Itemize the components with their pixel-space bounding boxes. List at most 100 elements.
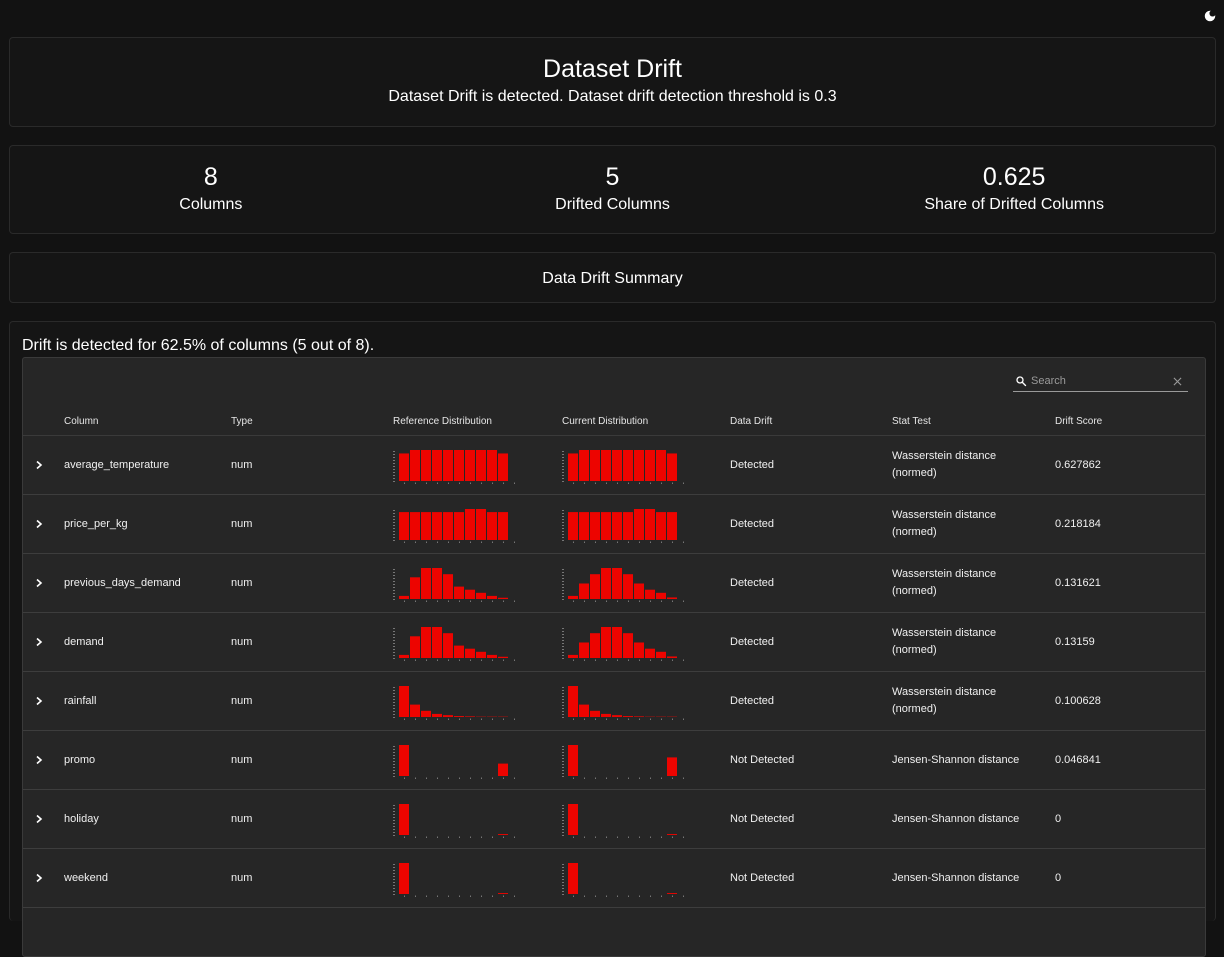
hist-axis-tick — [562, 870, 564, 871]
hist-x-tick — [639, 660, 640, 662]
hist-axis-tick — [393, 714, 395, 715]
table-row[interactable]: average_temperature num Detected Wassers… — [23, 436, 1205, 495]
hist-axis-tick — [393, 755, 395, 756]
header-stat-test[interactable]: Stat Test — [892, 416, 931, 427]
header-drift-score[interactable]: Drift Score — [1055, 416, 1102, 427]
hist-axis-tick — [562, 599, 564, 600]
table-row[interactable]: price_per_kg num Detected Wasserstein di… — [23, 495, 1205, 554]
hist-x-tick — [573, 483, 574, 485]
hist-axis-tick — [393, 773, 395, 774]
hist-x-tick — [437, 542, 438, 544]
counter-value: 8 — [10, 163, 412, 191]
table-row[interactable]: demand num Detected Wasserstein distance… — [23, 613, 1205, 672]
expand-chevron-icon[interactable] — [32, 515, 46, 533]
hist-bar — [498, 834, 508, 835]
hist-bar — [590, 450, 600, 481]
current-distribution-histogram — [562, 507, 694, 543]
cell-stat-test: Wasserstein distance (normed) — [892, 672, 1042, 730]
hist-x-tick — [470, 601, 471, 603]
hist-axis-tick — [393, 628, 395, 629]
hist-bar — [634, 450, 644, 481]
hist-axis-tick — [393, 466, 395, 467]
hist-x-tick — [459, 483, 460, 485]
hist-x-tick — [661, 896, 662, 898]
hist-bar — [454, 716, 464, 717]
hist-x-tick — [437, 896, 438, 898]
expand-chevron-icon[interactable] — [32, 692, 46, 710]
hist-axis-tick — [393, 823, 395, 824]
hist-x-tick — [448, 837, 449, 839]
hist-axis-tick — [393, 888, 395, 889]
hist-x-tick — [650, 601, 651, 603]
table-header: Column Type Reference Distribution Curre… — [23, 407, 1205, 436]
hist-bar — [568, 745, 578, 776]
table-row[interactable]: rainfall num Detected Wasserstein distan… — [23, 672, 1205, 731]
expand-chevron-icon[interactable] — [32, 751, 46, 769]
expand-chevron-icon[interactable] — [32, 574, 46, 592]
hist-bar — [656, 450, 666, 481]
hist-axis-tick — [562, 460, 564, 461]
cell-stat-test: Wasserstein distance (normed) — [892, 613, 1042, 671]
hist-bar — [465, 450, 475, 481]
hist-x-tick — [606, 483, 607, 485]
hist-axis-tick — [393, 519, 395, 520]
hist-axis-tick — [393, 891, 395, 892]
hist-axis-tick — [562, 888, 564, 889]
cell-type: num — [231, 554, 252, 612]
cell-drift-score: 0.046841 — [1055, 731, 1101, 789]
hist-bar — [590, 512, 600, 540]
hist-x-tick — [672, 896, 673, 898]
hist-bar — [634, 716, 644, 717]
hist-axis-tick — [393, 758, 395, 759]
cell-type: num — [231, 731, 252, 789]
hist-x-tick — [683, 837, 684, 839]
current-distribution-histogram — [562, 802, 694, 838]
expand-chevron-icon[interactable] — [32, 456, 46, 474]
hist-x-tick — [448, 896, 449, 898]
hist-x-tick — [470, 896, 471, 898]
hist-bar — [399, 686, 409, 717]
theme-toggle-moon-icon[interactable] — [1200, 6, 1220, 26]
data-drift-summary-header: Data Drift Summary — [9, 252, 1216, 303]
hist-x-tick — [617, 719, 618, 721]
hist-bar — [667, 597, 677, 599]
hist-x-tick — [661, 837, 662, 839]
header-type[interactable]: Type — [231, 416, 253, 427]
reference-distribution-histogram — [393, 625, 525, 661]
clear-search-icon[interactable] — [1173, 374, 1182, 388]
hist-bar — [667, 656, 677, 658]
hist-axis-tick — [393, 767, 395, 768]
hist-axis-tick — [562, 572, 564, 573]
cell-drift-score: 0.627862 — [1055, 436, 1101, 494]
hist-x-tick — [481, 778, 482, 780]
cell-drift-score: 0.100628 — [1055, 672, 1101, 730]
hist-axis-tick — [562, 808, 564, 809]
expand-chevron-icon[interactable] — [32, 633, 46, 651]
header-column[interactable]: Column — [64, 416, 98, 427]
cell-column-name: promo — [64, 731, 95, 789]
cell-column-name: average_temperature — [64, 436, 169, 494]
hist-bar — [487, 655, 497, 658]
hist-x-tick — [514, 837, 515, 839]
cell-data-drift: Detected — [730, 554, 774, 612]
cell-column-name: previous_days_demand — [64, 554, 181, 612]
table-row[interactable]: previous_days_demand num Detected Wasser… — [23, 554, 1205, 613]
hist-axis-tick — [562, 820, 564, 821]
table-row[interactable]: holiday num Not Detected Jensen-Shannon … — [23, 790, 1205, 849]
hist-bar — [590, 574, 600, 599]
hist-x-tick — [683, 719, 684, 721]
header-data-drift[interactable]: Data Drift — [730, 416, 772, 427]
hist-x-tick — [650, 896, 651, 898]
hist-bar — [623, 512, 633, 540]
hist-axis-tick — [562, 891, 564, 892]
table-row[interactable]: weekend num Not Detected Jensen-Shannon … — [23, 849, 1205, 908]
hist-axis-tick — [562, 814, 564, 815]
expand-chevron-icon[interactable] — [32, 810, 46, 828]
search-input[interactable] — [1031, 375, 1173, 387]
hist-x-tick — [503, 778, 504, 780]
hist-axis-tick — [393, 478, 395, 479]
table-row[interactable]: promo num Not Detected Jensen-Shannon di… — [23, 731, 1205, 790]
hist-axis-tick — [562, 658, 564, 659]
hist-x-tick — [628, 837, 629, 839]
hist-x-tick — [650, 483, 651, 485]
